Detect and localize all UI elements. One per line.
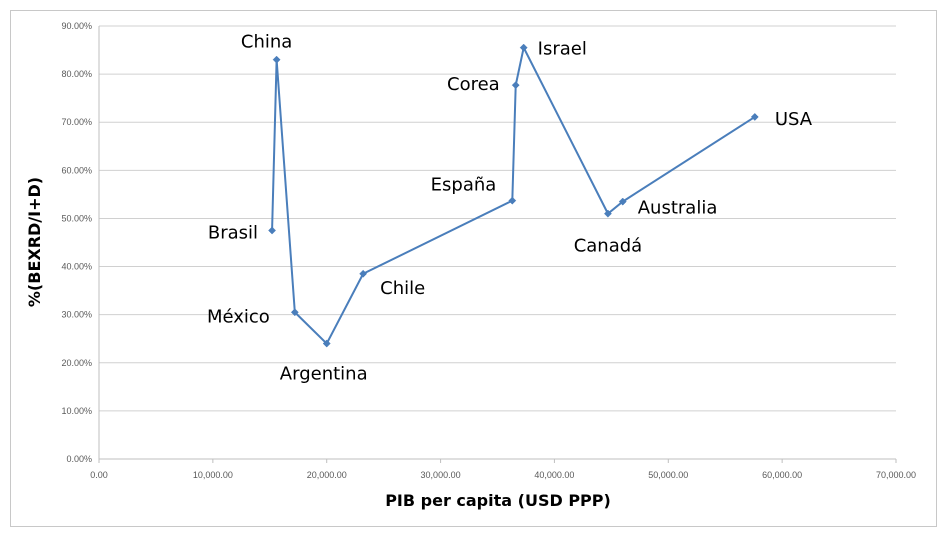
data-label-méxico: México [207,306,270,327]
data-point-usa [750,112,759,121]
data-point-españa [508,196,517,205]
y-axis-title: %(BEXRD/I+D) [25,177,44,307]
gridlines [98,25,897,463]
y-tick-label: 30.00% [61,310,92,320]
x-axis-title: PIB per capita (USD PPP) [385,491,611,510]
x-tick-label: 10,000.00 [193,470,233,480]
data-point-canadá [603,209,612,218]
x-tick-label: 70,000.00 [876,470,916,480]
data-point-brasil [268,226,277,235]
y-tick-label: 80.00% [61,69,92,79]
data-label-israel: Israel [538,39,587,60]
data-point-australia [618,197,627,206]
x-tick-label: 30,000.00 [421,470,461,480]
y-tick-label: 50.00% [61,213,92,223]
y-tick-label: 60.00% [61,165,92,175]
x-tick-label: 40,000.00 [534,470,574,480]
data-label-españa: España [431,175,497,196]
data-point-china [272,55,281,64]
series-line [271,44,756,346]
x-tick-label: 0.00 [90,470,108,480]
y-tick-label: 20.00% [61,358,92,368]
data-label-usa: USA [775,109,813,130]
y-tick-label: 40.00% [61,262,92,272]
y-tick-label: 10.00% [61,406,92,416]
data-label-china: China [241,32,292,53]
y-tick-label: 0.00% [66,454,92,464]
data-label-australia: Australia [638,198,718,219]
data-labels: Brasil China México Argentina Chile España Cor… [207,32,813,385]
data-point-israel [519,43,528,52]
data-point-méxico [290,308,299,317]
data-label-chile: Chile [380,278,425,299]
tick-labels: 0.00% 10.00% 20.00% 30.00% 40.00% 50.00% 60.00… [61,21,916,480]
data-label-argentina: Argentina [280,364,368,385]
data-point-corea [511,81,520,90]
data-label-corea: Corea [447,74,500,95]
x-tick-label: 60,000.00 [762,470,802,480]
data-point-argentina [322,339,331,348]
data-markers [268,43,759,348]
data-label-canadá: Canadá [574,236,643,257]
data-point-chile [359,269,368,278]
y-tick-label: 70.00% [61,117,92,127]
x-tick-label: 20,000.00 [307,470,347,480]
data-label-brasil: Brasil [208,222,258,243]
y-tick-label: 90.00% [61,21,92,31]
x-tick-label: 50,000.00 [648,470,688,480]
chart-frame [10,10,937,527]
